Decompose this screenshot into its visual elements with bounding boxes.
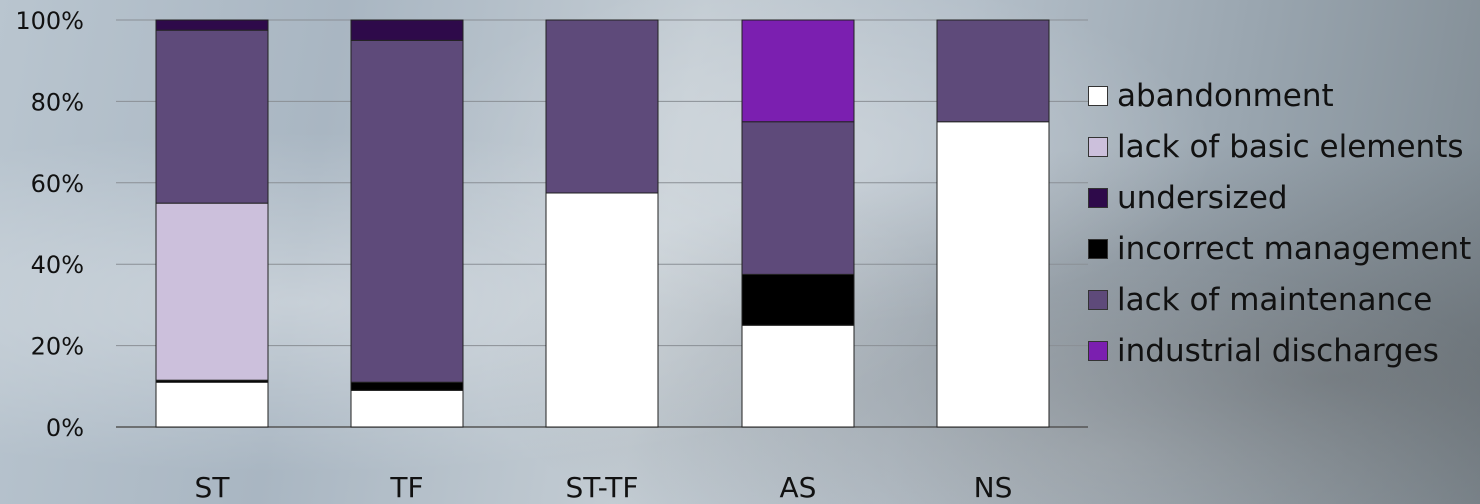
category-label: ST bbox=[195, 471, 231, 504]
legend-item: undersized bbox=[1088, 172, 1478, 223]
y-tick-label: 100% bbox=[15, 7, 84, 35]
legend-label: lack of maintenance bbox=[1117, 281, 1433, 318]
bar-segment bbox=[936, 19, 1050, 123]
legend-label: incorrect management bbox=[1117, 230, 1472, 267]
category-label: ST-TF bbox=[565, 471, 638, 504]
bar-segment bbox=[741, 273, 855, 326]
legend-item: incorrect management bbox=[1088, 223, 1478, 274]
legend-swatch bbox=[1088, 289, 1108, 310]
category-label: AS bbox=[780, 471, 817, 504]
legend-label: undersized bbox=[1117, 179, 1288, 216]
legend-swatch bbox=[1088, 85, 1108, 106]
bar-segment bbox=[545, 192, 659, 428]
bar-segment bbox=[155, 381, 269, 428]
bar-segment bbox=[155, 202, 269, 381]
y-axis: 0% 20% 40% 60% 80% 100% bbox=[15, 7, 84, 442]
y-tick-label: 0% bbox=[46, 414, 84, 442]
legend: abandonment lack of basic elements undersi… bbox=[1088, 70, 1478, 376]
bar-segment bbox=[350, 39, 464, 383]
legend-label: lack of basic elements bbox=[1117, 128, 1464, 165]
legend-item: lack of basic elements bbox=[1088, 121, 1478, 172]
y-tick-label: 20% bbox=[31, 333, 84, 361]
bar-segment bbox=[350, 381, 464, 391]
legend-item: abandonment bbox=[1088, 70, 1478, 121]
bar-segment bbox=[741, 19, 855, 123]
legend-swatch bbox=[1088, 238, 1108, 259]
bar-segment bbox=[350, 389, 464, 428]
legend-label: abandonment bbox=[1117, 77, 1334, 114]
y-tick-label: 40% bbox=[31, 251, 84, 279]
legend-label: industrial discharges bbox=[1117, 332, 1439, 369]
bar-segment bbox=[545, 19, 659, 194]
bar-segment bbox=[350, 19, 464, 41]
x-axis: ST TF ST-TF AS NS bbox=[195, 471, 1013, 504]
legend-item: industrial discharges bbox=[1088, 325, 1478, 376]
category-label: NS bbox=[974, 471, 1013, 504]
bar-segment bbox=[741, 324, 855, 428]
y-tick-label: 80% bbox=[31, 88, 84, 116]
legend-item: lack of maintenance bbox=[1088, 274, 1478, 325]
bar-segment bbox=[155, 29, 269, 204]
bar-segment bbox=[155, 19, 269, 31]
category-label: TF bbox=[389, 471, 423, 504]
y-tick-label: 60% bbox=[31, 170, 84, 198]
legend-swatch bbox=[1088, 187, 1108, 208]
legend-swatch bbox=[1088, 136, 1108, 157]
legend-swatch bbox=[1088, 340, 1108, 361]
bar-segment bbox=[741, 121, 855, 275]
bar-segment bbox=[936, 121, 1050, 428]
bars bbox=[155, 19, 1050, 428]
